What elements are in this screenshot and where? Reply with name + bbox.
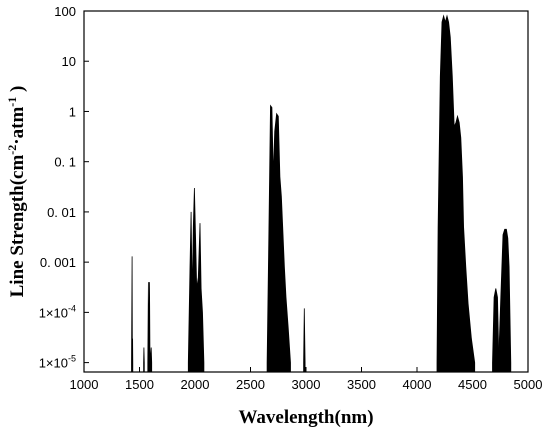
x-tick-label-8: 5000 xyxy=(514,377,543,392)
x-tick-label-0: 1000 xyxy=(70,377,99,392)
x-tick-label-4: 3000 xyxy=(292,377,321,392)
y-tick-label-0: 100 xyxy=(54,4,76,19)
x-tick-label-5: 3500 xyxy=(347,377,376,392)
y-tick-label-7: 1×10-5 xyxy=(39,354,76,371)
y-tick-label-2: 1 xyxy=(69,104,76,119)
band-9 xyxy=(498,228,512,373)
band-7 xyxy=(463,226,476,373)
band-1 xyxy=(143,347,145,373)
x-tick-label-1: 1500 xyxy=(125,377,154,392)
spectral-bands xyxy=(131,14,512,373)
x-tick-label-7: 4500 xyxy=(458,377,487,392)
band-4 xyxy=(266,104,291,373)
y-tick-label-5: 0. 001 xyxy=(40,255,76,270)
y-axis: 100 10 1 0. 1 0. 01 0. 001 1×10-4 1×10-5 xyxy=(39,4,89,371)
x-tick-label-3: 2500 xyxy=(236,377,265,392)
band-3 xyxy=(187,187,205,373)
y-axis-title: Line Strength(cm-2·atm-1 ) xyxy=(5,86,28,298)
y-tick-label-3: 0. 1 xyxy=(54,155,76,170)
y-tick-label-6: 1×10-4 xyxy=(39,303,76,320)
y-tick-label-4: 0. 01 xyxy=(47,205,76,220)
x-tick-label-6: 4000 xyxy=(403,377,432,392)
x-axis-title: Wavelength(nm) xyxy=(238,407,373,428)
band-2 xyxy=(147,282,153,373)
band-8 xyxy=(492,288,500,373)
x-axis: 1000 1500 2000 2500 3000 3500 4000 4500 5000 xyxy=(70,367,543,392)
x-tick-label-2: 2000 xyxy=(181,377,210,392)
band-0 xyxy=(131,256,134,373)
band-6 xyxy=(436,14,464,373)
band-5 xyxy=(303,308,306,373)
y-tick-label-1: 10 xyxy=(62,54,76,69)
